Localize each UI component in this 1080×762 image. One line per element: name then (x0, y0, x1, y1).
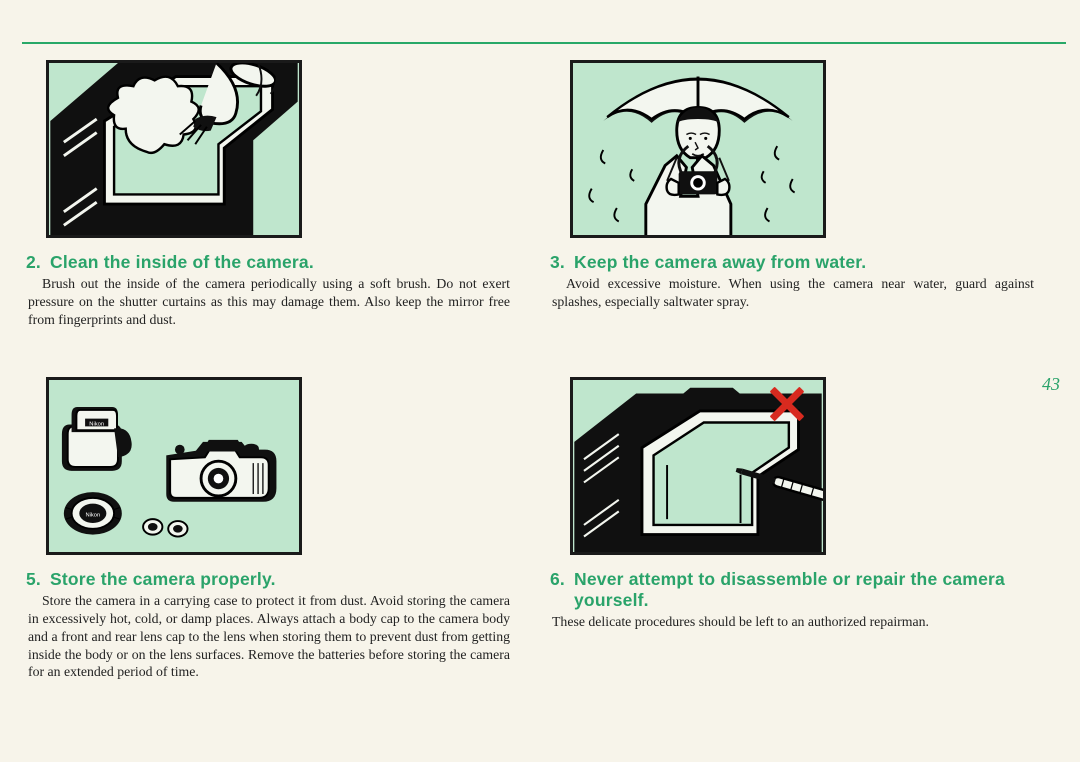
tip-5-title: Store the camera properly. (50, 569, 276, 590)
tip-5-body: Store the camera in a carrying case to p… (26, 592, 510, 682)
tip-5-illustration: Nikon Nikon (46, 377, 302, 555)
tip-2-number: 2. (26, 252, 44, 273)
page-number: 43 (1042, 374, 1060, 395)
tip-2-title: Clean the inside of the camera. (50, 252, 314, 273)
tip-3-heading: 3. Keep the camera away from water. (550, 252, 1034, 273)
top-divider (22, 42, 1066, 44)
tip-2: 2. Clean the inside of the camera. Brush… (26, 60, 510, 329)
tip-2-heading: 2. Clean the inside of the camera. (26, 252, 510, 273)
tip-5-heading: 5. Store the camera properly. (26, 569, 510, 590)
svg-text:Nikon: Nikon (89, 421, 104, 427)
tip-2-illustration (46, 60, 302, 238)
tip-5-number: 5. (26, 569, 44, 590)
svg-text:Nikon: Nikon (85, 512, 100, 518)
tip-6: 6. Never attempt to disassemble or repai… (550, 377, 1034, 682)
tip-6-heading: 6. Never attempt to disassemble or repai… (550, 569, 1034, 611)
tip-6-body: These delicate procedures should be left… (550, 613, 1034, 631)
content-grid: 2. Clean the inside of the camera. Brush… (26, 60, 1034, 681)
tip-3-illustration (570, 60, 826, 238)
tip-3-number: 3. (550, 252, 568, 273)
tip-3-title: Keep the camera away from water. (574, 252, 866, 273)
tip-5: Nikon Nikon (26, 377, 510, 682)
tip-6-title: Never attempt to disassemble or repair t… (574, 569, 1034, 611)
tip-6-illustration (570, 377, 826, 555)
tip-3: 3. Keep the camera away from water. Avoi… (550, 60, 1034, 329)
tip-3-body: Avoid excessive moisture. When using the… (550, 275, 1034, 311)
tip-6-number: 6. (550, 569, 568, 590)
tip-2-body: Brush out the inside of the camera perio… (26, 275, 510, 329)
